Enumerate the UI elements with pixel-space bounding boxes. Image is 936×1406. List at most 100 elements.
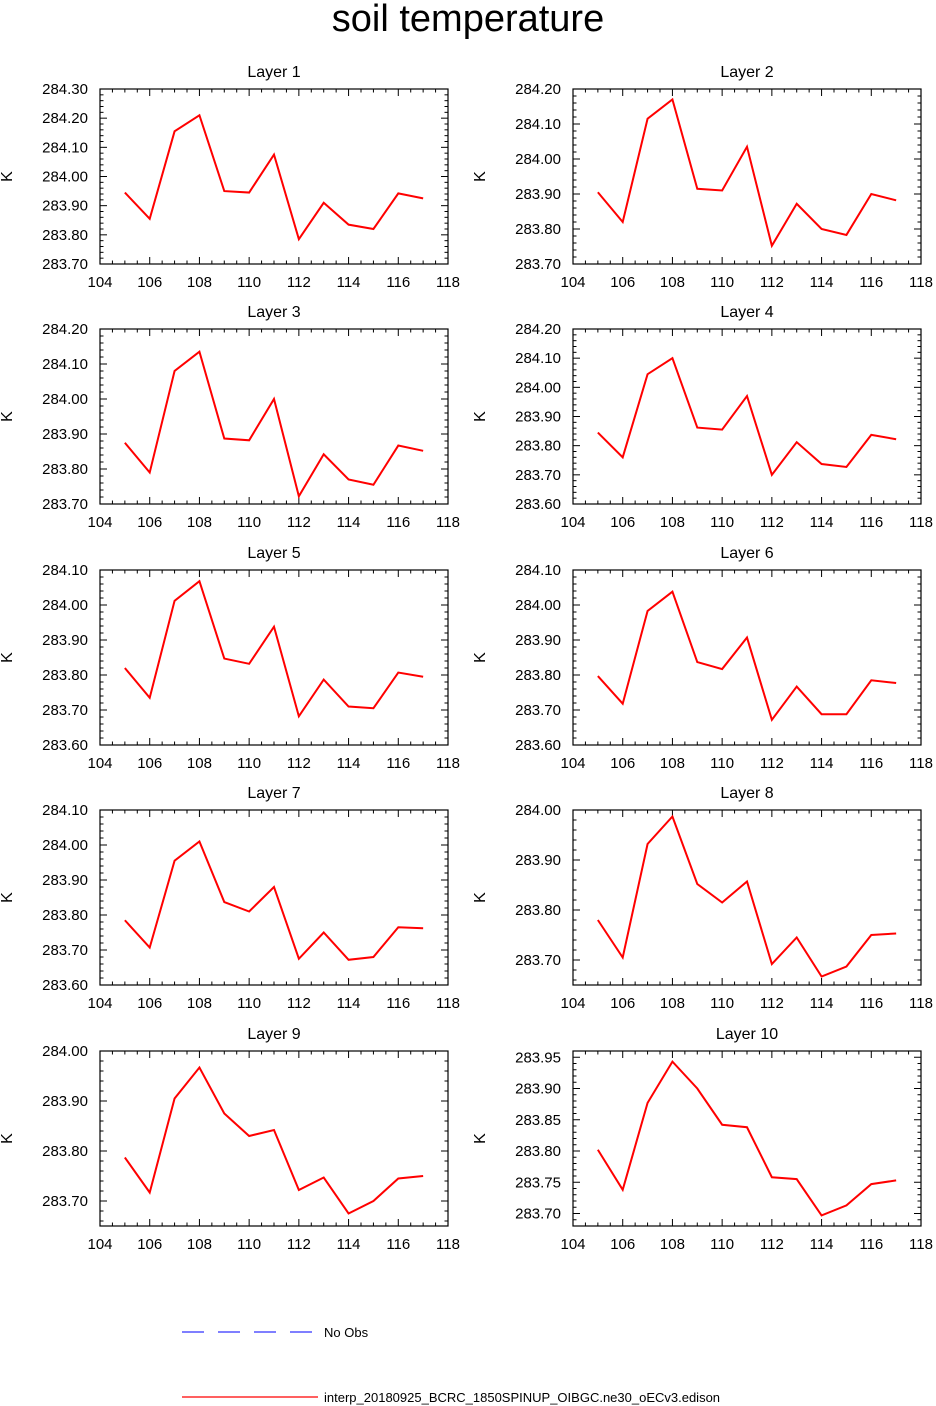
x-tick-label: 112 <box>760 755 784 772</box>
x-tick-label: 108 <box>660 995 685 1012</box>
y-tick-label: 283.70 <box>42 496 88 513</box>
plot-frame <box>572 809 922 986</box>
x-tick-label: 114 <box>810 995 834 1012</box>
chart-title: Layer 8 <box>720 785 773 802</box>
y-tick-label: 283.90 <box>42 872 88 889</box>
y-tick-label: 283.70 <box>515 702 561 719</box>
x-tick-label: 104 <box>87 995 112 1012</box>
x-tick-label: 118 <box>436 1236 460 1253</box>
chart-panel-6: Layer 6 K 104 106 108 110 112 114 116 118 283.60 28… <box>472 545 933 772</box>
x-tick-label: 116 <box>859 995 883 1012</box>
y-tick-label: 283.70 <box>515 256 561 273</box>
series-line-1 <box>597 814 897 978</box>
x-tick-label: 118 <box>436 274 460 291</box>
chart-title: Layer 5 <box>247 545 300 562</box>
y-tick-label: 284.20 <box>42 321 88 338</box>
x-tick-label: 112 <box>760 274 784 291</box>
x-tick-label: 104 <box>87 1236 112 1253</box>
y-tick-label: 284.00 <box>42 597 88 614</box>
x-tick-label: 114 <box>337 514 361 531</box>
x-tick-label: 106 <box>137 514 162 531</box>
x-tick-label: 104 <box>560 514 585 531</box>
y-tick-label: 284.20 <box>42 110 88 127</box>
chart-title: Layer 3 <box>247 304 300 321</box>
plot-frame <box>99 569 449 746</box>
y-axis-label: K <box>0 171 16 182</box>
x-tick-label: 116 <box>386 274 410 291</box>
plot-frame <box>99 809 449 986</box>
plot-frame <box>572 569 922 746</box>
plot-frame <box>99 1050 449 1227</box>
series-line-1 <box>124 113 424 242</box>
y-tick-label: 283.70 <box>515 467 561 484</box>
x-tick-label: 106 <box>610 514 635 531</box>
y-tick-label: 283.80 <box>515 902 561 919</box>
y-axis-label: K <box>472 892 489 903</box>
y-tick-label: 283.90 <box>515 852 561 869</box>
x-tick-label: 108 <box>187 995 212 1012</box>
legend-label-no-obs: No Obs <box>324 1325 369 1340</box>
x-tick-label: 104 <box>560 995 585 1012</box>
x-tick-label: 118 <box>436 995 460 1012</box>
x-tick-label: 104 <box>560 1236 585 1253</box>
series-line-1 <box>124 839 424 961</box>
legend-item-model: interp_20180925_BCRC_1850SPINUP_OIBGC.ne… <box>182 1390 720 1405</box>
x-tick-label: 114 <box>337 1236 361 1253</box>
y-tick-label: 284.00 <box>515 597 561 614</box>
y-tick-label: 283.70 <box>515 952 561 969</box>
x-tick-label: 118 <box>909 1236 933 1253</box>
x-tick-label: 116 <box>386 995 410 1012</box>
series-line-1 <box>597 356 897 477</box>
chart-panel-1: Layer 1 K 104 106 108 110 112 114 116 118 283.70 28… <box>0 64 460 291</box>
y-tick-label: 284.30 <box>42 81 88 98</box>
x-tick-label: 110 <box>710 274 734 291</box>
x-tick-label: 108 <box>187 1236 212 1253</box>
y-tick-label: 283.80 <box>515 221 561 238</box>
x-tick-label: 110 <box>710 1236 734 1253</box>
x-tick-label: 110 <box>237 274 261 291</box>
x-tick-label: 118 <box>909 755 933 772</box>
y-tick-label: 284.00 <box>42 169 88 186</box>
y-tick-label: 283.80 <box>515 438 561 455</box>
y-axis-label: K <box>0 1133 16 1144</box>
y-tick-label: 283.80 <box>42 667 88 684</box>
y-tick-label: 283.90 <box>42 198 88 215</box>
x-tick-label: 112 <box>760 995 784 1012</box>
x-tick-label: 108 <box>187 514 212 531</box>
chart-panel-9: Layer 9 K 104 106 108 110 112 114 116 118 283.70 28… <box>0 1026 460 1253</box>
x-tick-label: 104 <box>560 755 585 772</box>
chart-title: Layer 9 <box>247 1026 300 1043</box>
x-tick-label: 116 <box>386 755 410 772</box>
series-line-1 <box>597 590 897 722</box>
x-tick-label: 104 <box>87 755 112 772</box>
x-tick-label: 114 <box>810 1236 834 1253</box>
x-tick-label: 112 <box>287 995 311 1012</box>
y-tick-label: 284.10 <box>515 350 561 367</box>
plot-frame <box>572 1050 922 1227</box>
series-line-1 <box>597 1059 897 1217</box>
x-tick-label: 110 <box>237 755 261 772</box>
y-tick-label: 283.60 <box>42 977 88 994</box>
y-tick-label: 284.00 <box>42 837 88 854</box>
y-tick-label: 284.20 <box>515 81 561 98</box>
chart-panel-10: Layer 10 K 104 106 108 110 112 114 116 118 283.70 2… <box>472 1026 933 1253</box>
x-tick-label: 118 <box>909 995 933 1012</box>
chart-title: Layer 10 <box>716 1026 778 1043</box>
x-tick-label: 114 <box>337 755 361 772</box>
chart-panel-2: Layer 2 K 104 106 108 110 112 114 116 118 283.70 28… <box>472 64 933 291</box>
x-tick-label: 104 <box>87 274 112 291</box>
y-tick-label: 283.60 <box>515 737 561 754</box>
x-tick-label: 106 <box>610 274 635 291</box>
series-line-1 <box>597 97 897 249</box>
x-tick-label: 118 <box>909 514 933 531</box>
x-tick-label: 114 <box>810 274 834 291</box>
y-tick-label: 283.90 <box>42 426 88 443</box>
x-tick-label: 106 <box>610 1236 635 1253</box>
y-tick-label: 283.90 <box>515 186 561 203</box>
x-tick-label: 110 <box>710 995 734 1012</box>
chart-panel-7: Layer 7 K 104 106 108 110 112 114 116 118 283.60 28… <box>0 785 460 1012</box>
y-tick-label: 283.80 <box>42 227 88 244</box>
y-tick-label: 284.10 <box>42 356 88 373</box>
x-tick-label: 118 <box>436 755 460 772</box>
y-tick-label: 283.70 <box>42 942 88 959</box>
